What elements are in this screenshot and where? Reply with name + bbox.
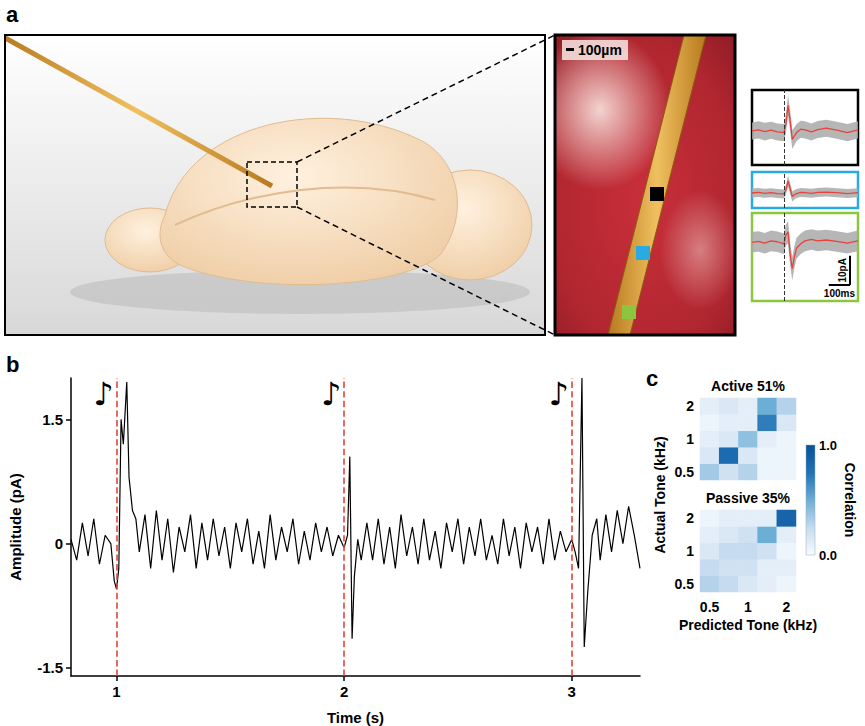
svg-text:Actual Tone (kHz): Actual Tone (kHz): [652, 436, 668, 553]
svg-text:-1.5: -1.5: [37, 659, 63, 676]
svg-text:0: 0: [55, 535, 63, 552]
svg-text:♪: ♪: [549, 375, 569, 413]
svg-text:♪: ♪: [93, 375, 113, 413]
svg-text:0.5: 0.5: [675, 464, 695, 480]
svg-text:Correlation: Correlation: [842, 463, 858, 538]
svg-text:a: a: [6, 2, 19, 27]
svg-text:1.0: 1.0: [819, 438, 837, 453]
svg-text:0.0: 0.0: [819, 548, 837, 563]
svg-text:1: 1: [744, 599, 752, 615]
svg-text:2: 2: [686, 398, 694, 414]
svg-text:1: 1: [112, 683, 120, 700]
svg-text:1: 1: [686, 543, 694, 559]
svg-text:2: 2: [340, 683, 348, 700]
svg-text:c: c: [646, 366, 658, 391]
svg-text:♪: ♪: [321, 375, 341, 413]
svg-text:Passive 35%: Passive 35%: [706, 490, 791, 506]
svg-text:0.5: 0.5: [700, 599, 720, 615]
svg-text:Amplitude (pA): Amplitude (pA): [7, 473, 24, 580]
svg-text:1: 1: [686, 431, 694, 447]
svg-text:3: 3: [568, 683, 576, 700]
svg-text:Active 51%: Active 51%: [711, 378, 785, 394]
svg-text:b: b: [6, 352, 19, 377]
svg-text:Time (s): Time (s): [327, 709, 384, 726]
svg-text:1.5: 1.5: [42, 411, 63, 428]
svg-text:0.5: 0.5: [675, 576, 695, 592]
svg-text:100ms: 100ms: [824, 288, 856, 299]
svg-text:10pA: 10pA: [837, 258, 848, 282]
svg-text:Predicted Tone (kHz): Predicted Tone (kHz): [679, 617, 817, 633]
svg-text:100µm: 100µm: [578, 42, 622, 58]
svg-text:2: 2: [686, 510, 694, 526]
svg-text:2: 2: [783, 599, 791, 615]
